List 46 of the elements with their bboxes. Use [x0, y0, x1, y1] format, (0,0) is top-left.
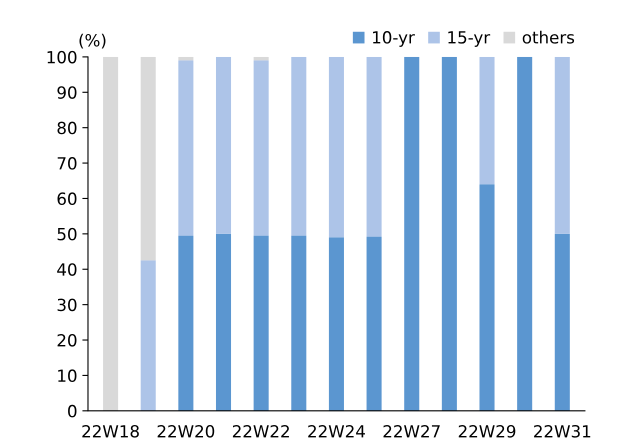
x-tick-label: 22W24	[308, 425, 365, 438]
y-tick-label: 100	[48, 50, 76, 64]
bar	[404, 56, 420, 411]
legend-label: 15-yr	[448, 31, 490, 47]
y-tick-label: 20	[58, 334, 76, 347]
bar	[254, 236, 269, 411]
y-tick-label: 90	[57, 86, 76, 99]
bar	[328, 56, 344, 238]
bar	[216, 56, 232, 234]
bar	[442, 56, 457, 411]
bar	[554, 56, 570, 234]
bar	[366, 236, 382, 411]
x-tick-label: 22W22	[232, 425, 289, 438]
bar	[366, 56, 382, 237]
bar	[291, 56, 306, 236]
y-tick-label: 60	[58, 192, 76, 206]
bar	[178, 60, 194, 236]
bar	[140, 260, 156, 411]
bar	[479, 184, 495, 411]
y-tick-label: 0	[68, 404, 76, 418]
x-tick-label: 22W31	[534, 425, 590, 438]
bar	[140, 56, 156, 260]
legend-label: 10-yr	[373, 31, 415, 47]
y-tick-label: 10	[58, 369, 76, 382]
x-tick-label: 22W29	[458, 425, 516, 438]
x-tick-label: 22W18	[82, 425, 139, 438]
y-tick-label: 40	[57, 263, 76, 276]
y-tick-label: 70	[58, 157, 76, 170]
bar	[178, 56, 194, 60]
bar	[254, 60, 269, 236]
bar	[178, 236, 194, 411]
bar	[517, 56, 532, 411]
bar	[479, 56, 495, 184]
bar	[291, 236, 306, 411]
x-tick-label: 22W20	[158, 425, 214, 438]
bar	[216, 234, 232, 411]
y-tick-label: 50	[58, 228, 76, 240]
y-axis-title: (%)	[79, 34, 106, 49]
bar	[554, 234, 570, 411]
legend-label: others	[522, 30, 574, 44]
bar	[254, 56, 269, 60]
y-tick-label: 80	[57, 122, 76, 134]
bar	[328, 237, 344, 411]
x-tick-label: 22W27	[384, 425, 440, 438]
y-tick-label: 30	[58, 298, 76, 312]
bar	[103, 56, 118, 411]
